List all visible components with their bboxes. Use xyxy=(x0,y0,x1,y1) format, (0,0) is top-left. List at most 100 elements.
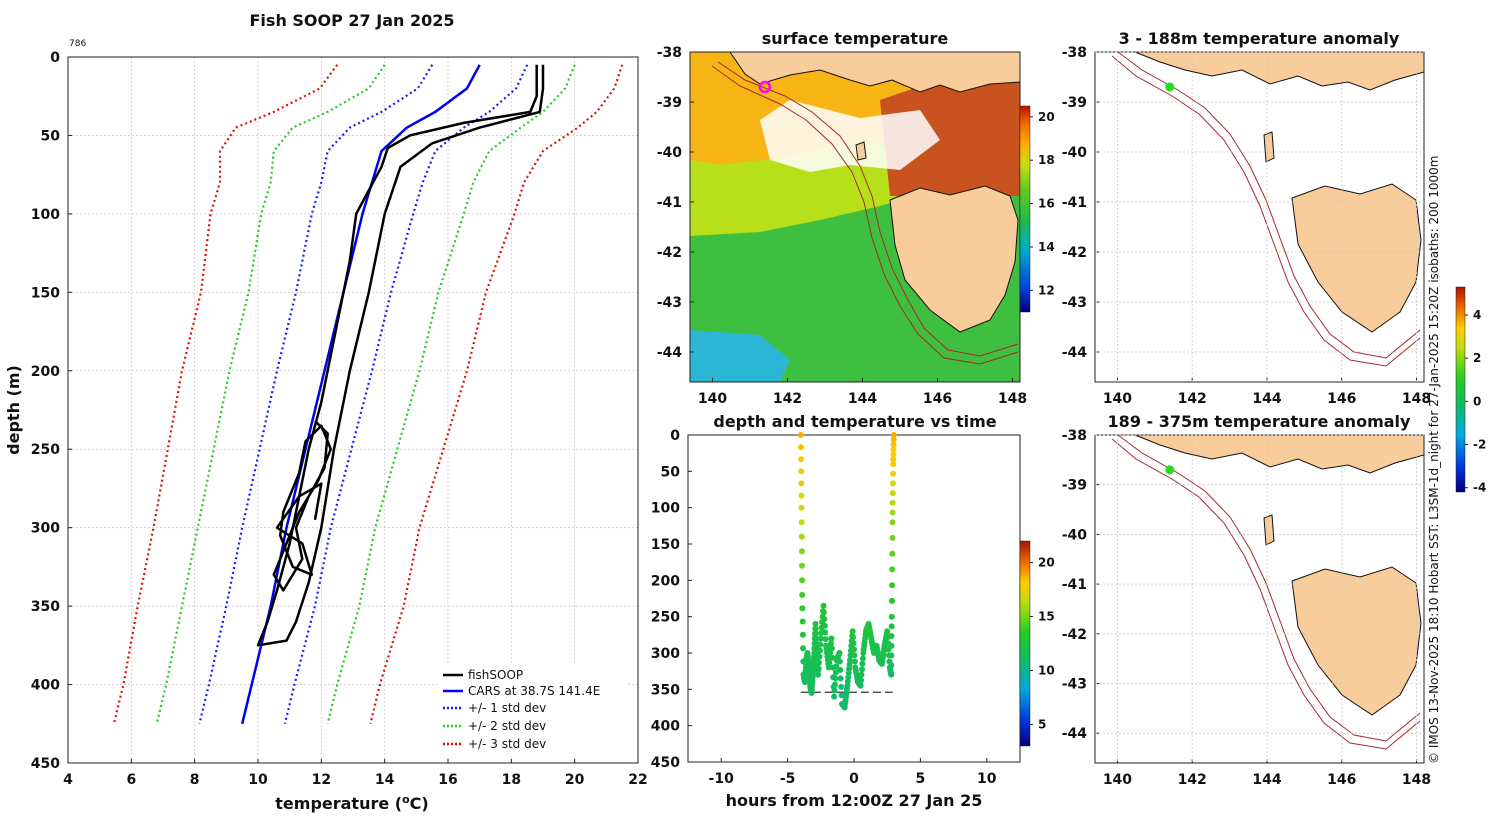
track-point xyxy=(829,654,836,661)
track-point xyxy=(820,609,827,616)
std1-high-line xyxy=(283,64,529,725)
colorbar-tick-label: -2 xyxy=(1473,438,1486,452)
track-point xyxy=(812,620,819,627)
legend-label-sd3: +/- 3 std dev xyxy=(468,737,546,751)
profile-series xyxy=(112,64,624,725)
depth-time-axes-box xyxy=(687,434,1021,763)
y-tick-label: -42 xyxy=(1062,627,1087,643)
colorbar-tick-label: 15 xyxy=(1038,610,1055,624)
sst-ticks: 140 142 144 146 148 -38 -39 -40 -41 -42 -43 -44 xyxy=(657,45,1027,407)
anom2-isobath-200 xyxy=(1117,434,1421,742)
station-id: 786 xyxy=(69,39,86,49)
anomaly-shallow-land xyxy=(1134,51,1425,333)
x-tick-label: 140 xyxy=(1103,772,1132,788)
y-tick-label: -42 xyxy=(1062,245,1087,261)
y-tick-label: -44 xyxy=(1062,726,1088,742)
depth-time-panel: depth and temperature vs time -10 -5 0 5 100… xyxy=(651,412,1055,810)
track-point xyxy=(890,446,897,453)
x-tick-label: 18 xyxy=(502,772,521,788)
track-point xyxy=(821,622,828,629)
track-point xyxy=(828,645,835,652)
std3-low-line xyxy=(112,64,339,725)
track-point xyxy=(890,470,897,477)
x-tick-label: 144 xyxy=(1252,772,1281,788)
track-point xyxy=(822,636,829,643)
track-point xyxy=(799,631,806,638)
track-point xyxy=(847,657,853,664)
anom1-tasmania xyxy=(1291,183,1422,333)
track-point xyxy=(833,663,840,670)
anomaly-deep-marker xyxy=(1165,465,1175,475)
anomaly-colorbar xyxy=(1455,286,1466,493)
x-tick-label: 142 xyxy=(1178,772,1207,788)
track-point xyxy=(826,659,833,666)
track-point xyxy=(837,675,844,682)
sst-mainland xyxy=(729,51,1021,93)
track-point xyxy=(799,618,806,625)
track-point xyxy=(850,640,857,647)
track-point xyxy=(890,432,897,438)
sst-position-marker xyxy=(758,80,772,94)
y-tick-label: 450 xyxy=(31,756,60,772)
track-point xyxy=(832,675,839,682)
y-tick-label: 400 xyxy=(31,678,60,694)
track-point xyxy=(890,441,897,448)
y-tick-label: 0 xyxy=(50,50,60,66)
credit-text: © IMOS 13-Nov-2025 18:10 Hobart SST: L3S… xyxy=(1427,156,1441,764)
colorbar-tick-label: 0 xyxy=(1473,394,1481,408)
track-point xyxy=(889,509,896,516)
sst-colorbar xyxy=(1019,105,1031,313)
legend-box xyxy=(437,663,629,757)
x-tick-label: 0 xyxy=(849,771,859,787)
y-tick-label: 200 xyxy=(651,573,680,589)
x-tick-label: 10 xyxy=(977,771,997,787)
track-point xyxy=(798,492,805,499)
track-point xyxy=(817,641,824,648)
track-point xyxy=(859,660,866,667)
track-point xyxy=(889,582,896,589)
track-point xyxy=(884,628,891,635)
anom1-isobath-200 xyxy=(1117,51,1421,359)
y-tick-label: 250 xyxy=(651,610,680,626)
x-tick-label: 140 xyxy=(1103,391,1132,407)
x-tick-label: 8 xyxy=(190,772,200,788)
colorbar-tick-label: 18 xyxy=(1038,153,1055,167)
profile-axes-box xyxy=(67,56,639,764)
track-point xyxy=(798,444,804,451)
x-tick-label: 146 xyxy=(1327,391,1356,407)
y-tick-label: -39 xyxy=(1062,478,1087,494)
anomaly-shallow-ticks: 140 142 144 146 148 -38 -39 -40 -41 -42 -43 -44 xyxy=(1062,45,1431,407)
y-tick-label: 400 xyxy=(651,719,680,735)
profile-legend: fishSOOP CARS at 38.7S 141.4E +/- 1 std … xyxy=(437,663,629,757)
y-tick-label: 250 xyxy=(31,442,60,458)
x-tick-label: 5 xyxy=(916,771,926,787)
colorbar-tick-label: 5 xyxy=(1038,717,1046,731)
legend-label-sd2: +/- 2 std dev xyxy=(468,719,546,733)
track-point xyxy=(889,597,895,604)
y-tick-label: 50 xyxy=(661,464,681,480)
colorbar-tick-label: -4 xyxy=(1473,481,1486,495)
track-point xyxy=(837,667,844,673)
y-tick-label: -42 xyxy=(657,245,682,261)
profile-ylabel: depth (m) xyxy=(4,365,23,455)
y-tick-label: -43 xyxy=(657,295,682,311)
y-tick-label: -39 xyxy=(657,95,682,111)
x-tick-label: 146 xyxy=(1327,772,1356,788)
track-point xyxy=(831,693,838,700)
track-point xyxy=(889,550,896,557)
std2-low-line xyxy=(155,64,386,725)
track-point xyxy=(889,534,896,541)
profile-panel: Fish SOOP 27 Jan 2025 786 4 6 8 10 12 14 16 18 2… xyxy=(4,11,648,813)
y-tick-label: 350 xyxy=(31,599,60,615)
anom1-king-island xyxy=(1263,131,1275,163)
track-point xyxy=(799,577,806,584)
track-point xyxy=(817,635,824,642)
track-point xyxy=(890,451,897,458)
track-point xyxy=(832,669,839,676)
track-point xyxy=(798,468,805,475)
track-point xyxy=(836,650,843,656)
track-point xyxy=(798,456,805,463)
track-point xyxy=(816,659,822,666)
track-point xyxy=(799,591,806,598)
track-point xyxy=(812,630,819,637)
